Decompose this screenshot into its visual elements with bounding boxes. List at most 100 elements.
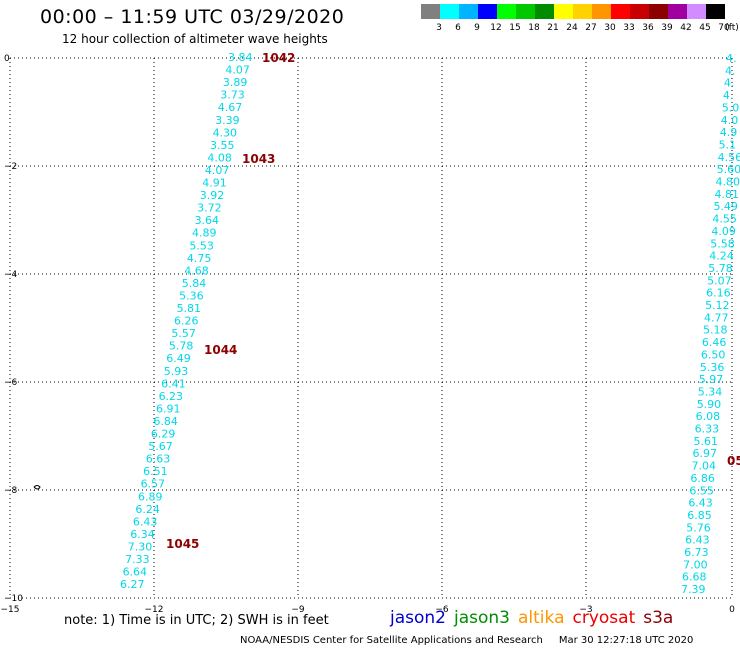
orbit-number: 05: [727, 454, 740, 468]
swh-value: 4.07: [225, 64, 250, 77]
legend-swatch: [573, 4, 592, 19]
swh-value: 5.58: [710, 237, 735, 250]
swh-value: 5.36: [700, 361, 725, 374]
swh-value: 6.27: [120, 578, 145, 591]
orbit-number: 1043: [242, 152, 275, 166]
legend-swatch: [592, 4, 611, 19]
swh-value: 7.33: [125, 553, 149, 566]
swh-value: 6.63: [146, 453, 171, 466]
legend-swatch: [649, 4, 668, 19]
legend-swatch: [611, 4, 630, 19]
swh-value: 4.: [725, 64, 736, 77]
swh-value: 5.78: [708, 262, 733, 275]
legend-swatch: [497, 4, 516, 19]
y-tick-label: −6: [4, 378, 18, 388]
swh-value: 5.53: [189, 239, 214, 252]
swh-value: 4.91: [202, 177, 227, 190]
coastline-fragment: [33, 485, 41, 490]
swh-value: 6.08: [696, 410, 721, 423]
axis-ticks: −15 −12 −9 −6 −3 0 0 −2 −4 −6 −8 −10: [1, 54, 736, 615]
swh-value: 6.97: [693, 447, 718, 460]
swh-value: 5.93: [164, 365, 189, 378]
footnote: note: 1) Time is in UTC; 2) SWH is in fe…: [64, 613, 329, 628]
swh-value: 5.36: [179, 289, 204, 302]
legend-swatch: [706, 4, 725, 19]
swh-value: 5.0: [722, 101, 740, 114]
orbit-labels: 1042 1043 1044 1045 05: [166, 51, 740, 551]
swh-value: 4.08: [207, 151, 232, 164]
legend-label: 24: [566, 23, 578, 33]
satellite-name: altika: [518, 608, 565, 628]
swh-value: 6.84: [153, 415, 178, 428]
legend-label: 15: [509, 23, 521, 33]
x-tick-label: −12: [145, 605, 164, 615]
satellite-legend: jason2 jason3 altika cryosat s3a: [390, 608, 681, 628]
satellite-name: cryosat: [572, 608, 636, 628]
swh-value: 3.64: [195, 214, 220, 227]
legend-label: 3: [436, 23, 442, 33]
swh-value: 6.34: [130, 528, 155, 541]
legend-swatch: [459, 4, 478, 19]
swh-value: 6.26: [174, 315, 199, 328]
credit-line: NOAA/NESDIS Center for Satellite Applica…: [240, 635, 693, 646]
swh-value: 6.64: [123, 566, 148, 579]
y-tick-label: −10: [4, 594, 23, 604]
legend-swatch: [478, 4, 497, 19]
swh-value: 5.81: [177, 302, 202, 315]
legend-swatch: [630, 4, 649, 19]
swh-value: 6.43: [688, 497, 713, 510]
legend-label: 42: [680, 23, 692, 33]
legend-label: 70: [718, 23, 730, 33]
legend-swatch: [668, 4, 687, 19]
swh-value: 3.84: [228, 51, 253, 64]
generation-timestamp: Mar 30 12:27:18 UTC 2020: [558, 635, 694, 646]
swh-value: 6.85: [687, 509, 712, 522]
legend-label: 36: [642, 23, 654, 33]
legend-swatch: [516, 4, 535, 19]
swh-value: 6.73: [684, 546, 709, 559]
swh-value: 6.89: [138, 490, 163, 503]
swh-value: 4.07: [205, 164, 230, 177]
map-subtitle: 12 hour collection of altimeter wave hei…: [62, 32, 328, 46]
legend-label: 9: [474, 23, 480, 33]
swh-value: 5.12: [705, 299, 730, 312]
swh-value: 6.86: [690, 472, 715, 485]
legend-label: 27: [585, 23, 597, 33]
legend-label: 6: [455, 23, 461, 33]
swh-value: 4.67: [218, 101, 243, 114]
swh-value: 4.30: [213, 126, 238, 139]
swh-value: 4.75: [187, 252, 212, 265]
swh-value: 5.78: [169, 340, 194, 353]
swh-value: 4.09: [711, 225, 736, 238]
swh-value: 5.57: [171, 327, 196, 340]
swh-value: 6.43: [685, 534, 710, 547]
swh-value: 3.73: [220, 89, 245, 102]
legend-swatch: [687, 4, 706, 19]
swh-value: 5.84: [182, 277, 207, 290]
legend-swatch: [554, 4, 573, 19]
orbit-number: 1044: [204, 343, 237, 357]
swh-value: 6.29: [151, 428, 176, 441]
swh-value: 5.1: [719, 138, 737, 151]
swh-value: 4.: [726, 52, 737, 65]
x-tick-label: −3: [579, 605, 592, 615]
swh-value: 6.55: [689, 484, 714, 497]
credit-text: NOAA/NESDIS Center for Satellite Applica…: [240, 635, 543, 646]
swh-value: 4.55: [712, 213, 737, 226]
satellite-name: jason2: [390, 608, 446, 628]
swh-value: 4.: [724, 77, 735, 90]
y-tick-label: 0: [4, 54, 10, 64]
swh-value: 4.: [723, 89, 734, 102]
orbit-number: 1045: [166, 537, 199, 551]
swh-value: 3.72: [197, 202, 222, 215]
orbit-number: 1042: [262, 51, 295, 65]
legend-label: 18: [528, 23, 540, 33]
swh-value: 6.51: [143, 465, 168, 478]
swh-value: 4.9: [720, 126, 738, 139]
swh-value: 3.39: [215, 114, 240, 127]
swh-value: 6.16: [706, 287, 731, 300]
swh-value: 6.50: [701, 348, 726, 361]
swh-value: 6.43: [133, 515, 158, 528]
swh-value: 5.60: [717, 163, 740, 176]
x-tick-label: −15: [1, 605, 20, 615]
